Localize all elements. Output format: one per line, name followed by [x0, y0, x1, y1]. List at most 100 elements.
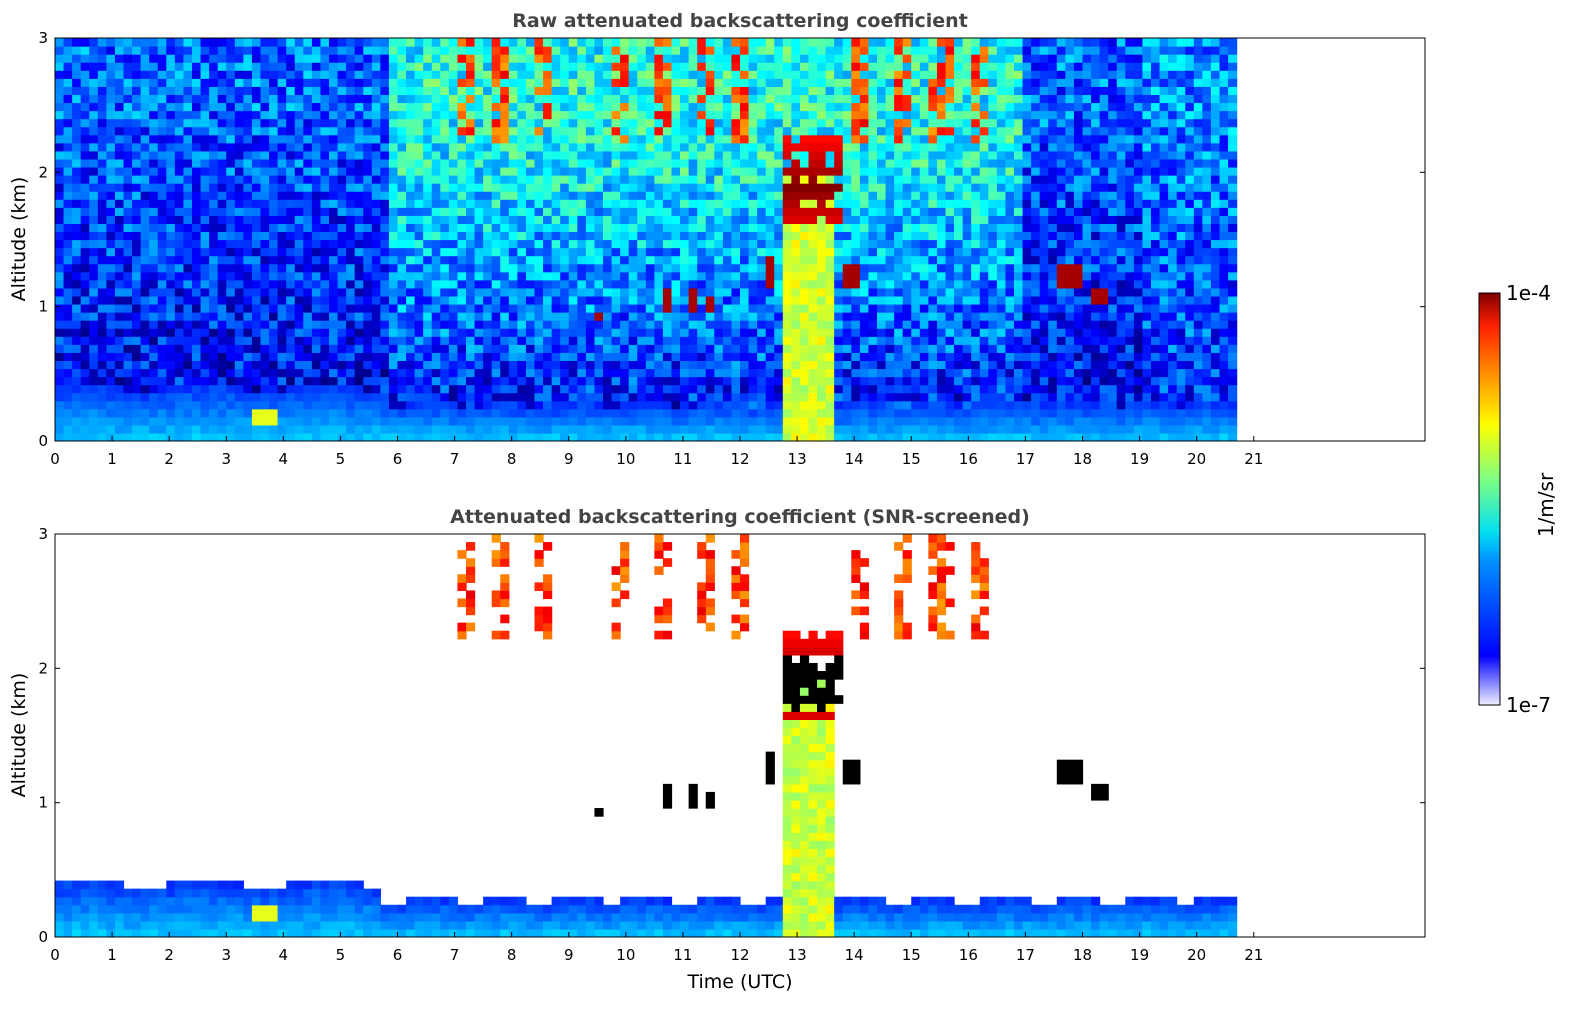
heatmap-cell: [132, 54, 142, 63]
heatmap-cell: [662, 215, 673, 224]
heatmap-cell: [329, 191, 339, 200]
heatmap-cell: [192, 54, 202, 63]
heatmap-cell: [132, 255, 142, 265]
heatmap-cell: [774, 94, 784, 104]
heatmap-cell: [200, 247, 210, 257]
heatmap-cell: [123, 215, 133, 224]
heatmap-cell: [380, 166, 390, 176]
heatmap-cell: [406, 94, 416, 104]
heatmap-cell: [251, 328, 262, 337]
heatmap-cell: [474, 384, 484, 394]
heatmap-cell: [132, 70, 142, 79]
heatmap-cell: [243, 199, 253, 208]
heatmap-cell: [423, 247, 433, 257]
heatmap-cell: [97, 247, 107, 257]
heatmap-cell: [671, 416, 681, 426]
heatmap-cell: [431, 142, 441, 152]
heatmap-cell: [834, 54, 844, 63]
heatmap-cell: [114, 54, 125, 63]
heatmap-cell: [132, 175, 142, 184]
heatmap-cell: [448, 86, 459, 96]
heatmap-cell: [354, 62, 364, 71]
heatmap-cell: [346, 118, 356, 128]
heatmap-cell: [346, 86, 356, 96]
heatmap-cell: [294, 134, 304, 144]
heatmap-cell: [55, 239, 65, 249]
heatmap-cell: [525, 360, 536, 370]
heatmap-cell: [585, 328, 596, 337]
heatmap-cell: [851, 175, 861, 184]
heatmap-cell: [671, 384, 681, 394]
heatmap-cell: [517, 231, 527, 241]
heatmap-cell: [157, 368, 167, 378]
heatmap-cell: [508, 312, 518, 321]
heatmap-cell: [885, 118, 895, 128]
heatmap-cell: [474, 54, 484, 63]
heatmap-cell: [114, 142, 125, 152]
heatmap-cell: [560, 150, 570, 160]
heatmap-cell: [406, 271, 416, 281]
heatmap-cell: [140, 54, 150, 63]
heatmap-cell: [757, 54, 767, 63]
heatmap-cell: [123, 312, 133, 321]
heatmap-cell: [782, 368, 792, 378]
heatmap-cell: [192, 150, 202, 160]
heatmap-cell: [714, 191, 724, 200]
heatmap-cell: [774, 134, 784, 144]
heatmap-cell: [448, 295, 459, 305]
heatmap-cell: [114, 424, 125, 434]
heatmap-cell: [149, 328, 159, 337]
heatmap-cell: [620, 126, 630, 136]
heatmap-cell: [466, 191, 476, 200]
heatmap-cell: [500, 376, 510, 386]
heatmap-cell: [226, 199, 236, 208]
heatmap-cell: [525, 400, 536, 410]
heatmap-cell: [260, 392, 270, 402]
heatmap-cell: [55, 231, 65, 241]
heatmap-cell: [705, 279, 715, 289]
heatmap-cell: [551, 239, 561, 249]
heatmap-cell: [808, 110, 818, 120]
heatmap-cell: [123, 287, 133, 297]
heatmap-cell: [174, 102, 185, 112]
heatmap-cell: [97, 392, 107, 402]
heatmap-cell: [72, 287, 82, 297]
heatmap-cell: [89, 102, 99, 112]
heatmap-cell: [765, 62, 775, 71]
heatmap-cell: [448, 110, 459, 120]
heatmap-cell: [722, 183, 733, 192]
heatmap-cell: [508, 432, 518, 441]
heatmap-cell: [448, 166, 459, 176]
heatmap-cell: [114, 94, 125, 104]
heatmap-cell: [877, 384, 887, 394]
heatmap-cell: [440, 287, 450, 297]
heatmap-cell: [388, 328, 399, 337]
heatmap-cell: [508, 303, 518, 313]
heatmap-cell: [483, 255, 493, 265]
heatmap-cell: [740, 368, 750, 378]
heatmap-cell: [808, 166, 818, 176]
heatmap-cell: [260, 62, 270, 71]
heatmap-cell: [80, 46, 90, 55]
heatmap-cell: [834, 86, 844, 96]
heatmap-cell: [525, 118, 536, 128]
heatmap-cell: [714, 328, 724, 337]
heatmap-cell: [226, 183, 236, 192]
heatmap-cell: [782, 320, 792, 329]
heatmap-cell: [277, 134, 287, 144]
heatmap-cell: [114, 263, 125, 273]
heatmap-cell: [346, 263, 356, 273]
heatmap-cell: [680, 142, 690, 152]
heatmap-cell: [123, 86, 133, 96]
heatmap-cell: [568, 279, 578, 289]
heatmap-cell: [209, 271, 219, 281]
heatmap-cell: [363, 303, 373, 313]
heatmap-cell: [174, 384, 185, 394]
heatmap-cell: [491, 223, 501, 233]
heatmap-cell: [474, 360, 484, 370]
heatmap-cell: [662, 312, 673, 321]
heatmap-cell: [466, 70, 476, 79]
heatmap-cell: [834, 207, 844, 216]
heatmap-cell: [55, 134, 65, 144]
heatmap-cell: [217, 303, 227, 313]
